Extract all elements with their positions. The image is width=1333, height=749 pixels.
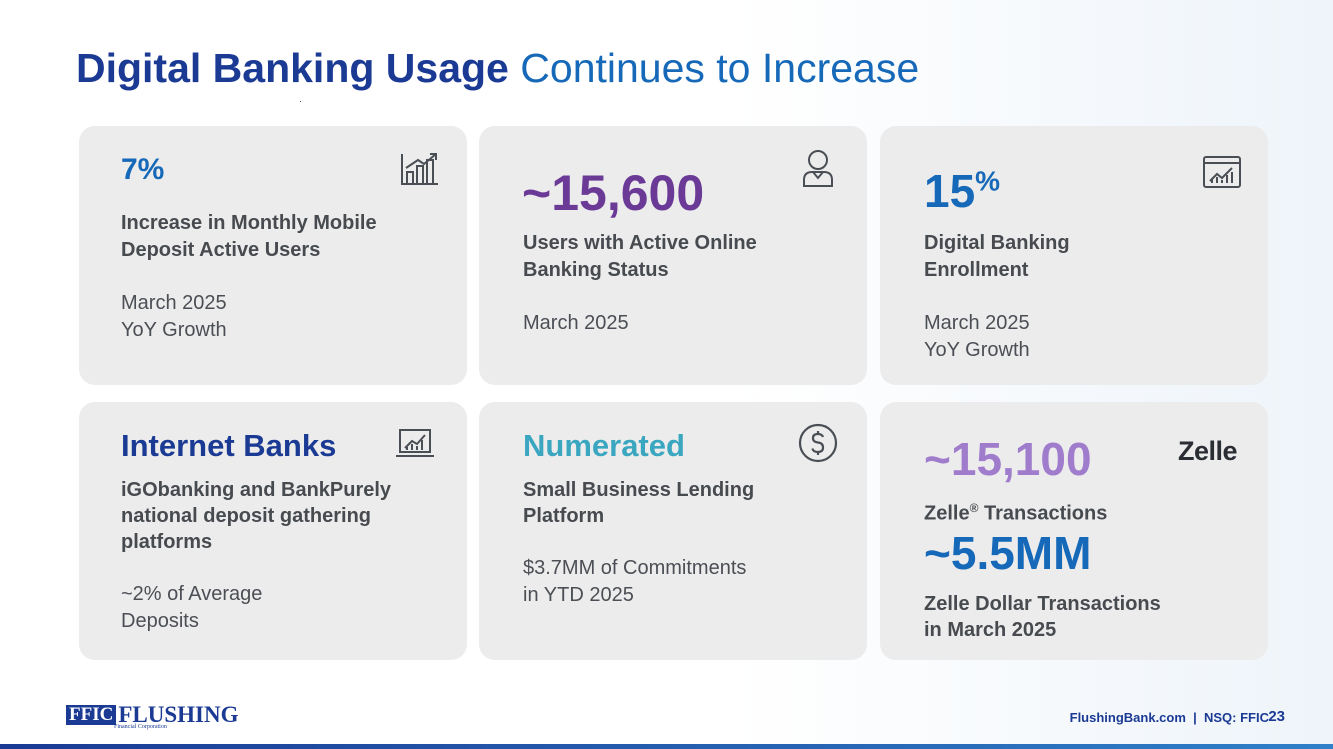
registered-mark: ®	[969, 501, 979, 515]
card-enrollment: 15% Digital Banking Enrollment March 202…	[880, 126, 1268, 385]
zelle-logo: Zelle	[1178, 436, 1238, 466]
footer-bar	[0, 744, 1333, 749]
card-mobile-deposit: 7% Increase in Monthly Mobile Deposit Ac…	[79, 126, 467, 385]
card-stat: 15%	[924, 164, 1000, 218]
card-sub-line-1: March 2025	[121, 292, 227, 314]
card-stat-2: ~5.5MM	[924, 527, 1092, 579]
card-label-line-2: Zelle Dollar Transactions	[924, 593, 1161, 615]
card-label-line-3: in March 2025	[924, 619, 1057, 641]
card-stat: Numerated	[523, 428, 685, 463]
laptop-chart-icon	[396, 429, 434, 457]
bar-chart-growth-icon	[401, 153, 438, 185]
card-label-line-2: Platform	[523, 505, 605, 527]
page-number: 23	[1268, 708, 1285, 725]
card-label-line-1: Small Business Lending	[523, 479, 755, 501]
card-label-line-2: Banking Status	[523, 259, 669, 281]
transactions-word: Transactions	[978, 502, 1108, 525]
card-label-line-2: national deposit gathering	[121, 505, 372, 527]
card-stat: Internet Banks	[121, 428, 337, 463]
card-stat: 7%	[121, 153, 165, 186]
card-label-line-1: Zelle® Transactions	[924, 495, 1107, 528]
card-label-line-2: Deposit Active Users	[121, 239, 321, 261]
dollar-circle-icon	[798, 423, 838, 463]
card-label-line-3: platforms	[121, 531, 213, 553]
card-zelle: ~15,100 Zelle Zelle® Transactions ~5.5MM…	[880, 402, 1268, 660]
title-bold: Digital Banking Usage	[76, 45, 509, 91]
logo-tagline: Financial Corporation	[114, 724, 167, 730]
title-regular: Continues to Increase	[520, 45, 920, 91]
card-internet-banks: Internet Banks iGObanking and BankPurely…	[79, 402, 467, 660]
card-sub-line-1: March 2025	[523, 312, 629, 334]
card-online-banking: ~15,600 Users with Active Online Banking…	[479, 126, 867, 385]
footer-site: FlushingBank.com | NSQ: FFIC	[1069, 710, 1269, 725]
card-stat: ~15,600	[522, 165, 705, 221]
ffic-flushing-logo: FFIC FLUSHING Financial Corporation	[66, 702, 239, 730]
page-title: Digital Banking Usage Continues to Incre…	[76, 44, 919, 92]
card-sub-line-2: YoY Growth	[924, 339, 1030, 361]
card-label-line-1: Increase in Monthly Mobile	[121, 212, 377, 234]
logo-word: FLUSHING	[118, 702, 239, 727]
card-stat: ~15,100	[924, 433, 1092, 485]
zelle-word: Zelle	[924, 502, 970, 525]
card-stat-number: 15	[924, 165, 976, 217]
card-label-line-2: Enrollment	[924, 259, 1029, 281]
card-sub-line-1: $3.7MM of Commitments	[523, 557, 747, 579]
user-icon	[803, 150, 833, 187]
card-label-line-1: iGObanking and BankPurely	[121, 479, 392, 501]
stray-dot	[300, 101, 301, 102]
card-sub-line-1: March 2025	[924, 312, 1030, 334]
analytics-window-icon	[1203, 156, 1241, 188]
card-stat-suffix: %	[975, 165, 1001, 197]
card-label-line-1: Digital Banking	[924, 232, 1070, 254]
card-sub-line-1: ~2% of Average	[121, 583, 263, 605]
card-numerated: Numerated Small Business Lending Platfor…	[479, 402, 867, 660]
card-sub-line-2: in YTD 2025	[523, 584, 634, 606]
card-sub-line-2: YoY Growth	[121, 319, 227, 341]
card-sub-line-2: Deposits	[121, 610, 199, 632]
logo-box: FFIC	[66, 705, 117, 725]
card-label-line-1: Users with Active Online	[523, 232, 757, 254]
